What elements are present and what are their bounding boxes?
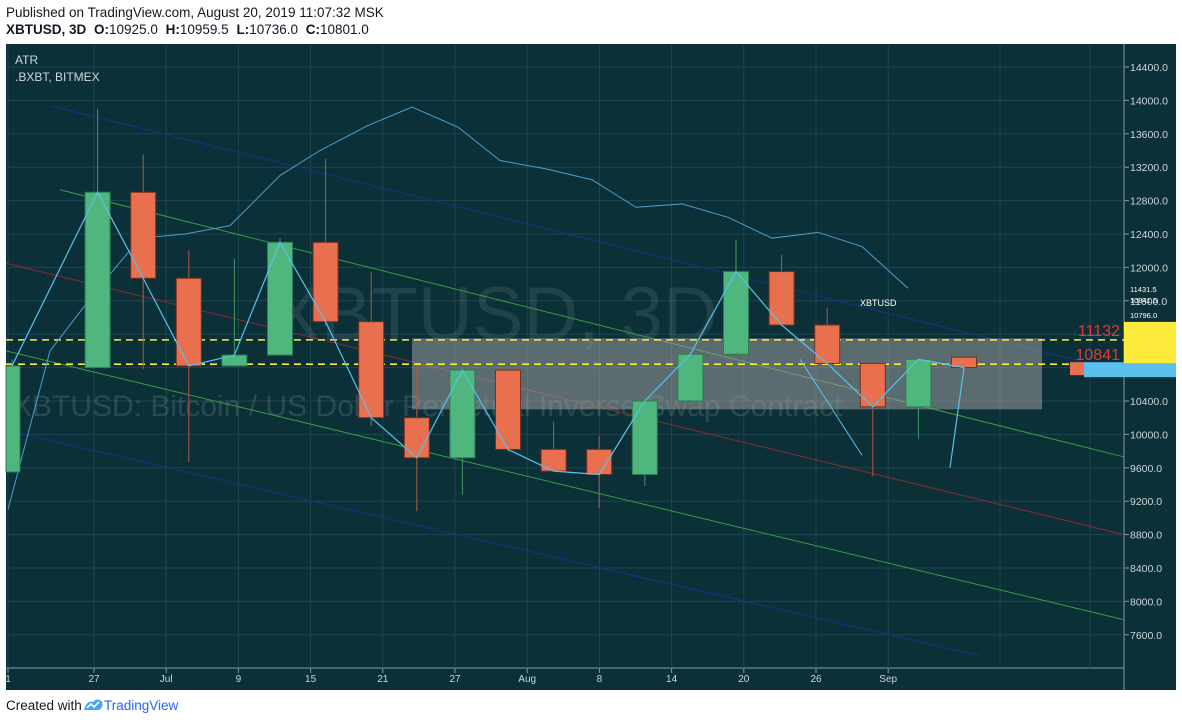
- open-value: 10925.0: [109, 22, 158, 37]
- price-axis-label: 10000.0: [1130, 429, 1168, 441]
- candle[interactable]: [267, 238, 293, 356]
- compare-line: [11, 190, 965, 476]
- time-axis-label: 27: [449, 674, 461, 685]
- candle-body[interactable]: [814, 324, 841, 364]
- price-axis-label: 11600.0: [1130, 296, 1167, 308]
- price-axis-label: 9200.0: [1130, 496, 1162, 508]
- price-axis-label: 12800.0: [1130, 196, 1168, 208]
- price-tag-label: 11132: [1078, 323, 1120, 340]
- price-tag-fill: [1124, 350, 1176, 364]
- price-axis-label: 12000.0: [1130, 262, 1168, 274]
- created-with-label: Created with: [6, 698, 82, 713]
- price-tag: 10841: [1070, 347, 1176, 378]
- price-tag-marker: [1070, 362, 1084, 376]
- published-info: Published on TradingView.com, August 20,…: [6, 5, 384, 20]
- candle-body[interactable]: [312, 241, 339, 323]
- chart-footer: Created with TradingView: [0, 690, 1182, 723]
- time-axis-label: 26: [810, 674, 822, 685]
- indicator-name: ATR: [15, 53, 38, 67]
- low-value: 10736.0: [249, 22, 298, 37]
- close-polyline-branch: [799, 358, 863, 456]
- compare-symbol-label: XBTUSD: [860, 298, 897, 308]
- price-tags: 11132 10841: [1070, 321, 1176, 378]
- time-axis[interactable]: 1 27 Jul 9 15 21 27 Aug 8 14 20 26 Sep: [5, 668, 898, 685]
- price-axis-label: 7600.0: [1130, 630, 1162, 642]
- candle-body[interactable]: [723, 271, 749, 355]
- time-axis-label: 21: [377, 674, 389, 685]
- time-axis-label: 20: [738, 674, 750, 685]
- price-axis-label: 8000.0: [1130, 596, 1162, 608]
- candle-body[interactable]: [449, 369, 476, 459]
- price-chart[interactable]: XBTUSD, 3D XBTUSD: Bitcoin / US Dollar P…: [0, 44, 1182, 690]
- time-axis-label: 14: [666, 674, 678, 685]
- tradingview-logo-icon[interactable]: [82, 696, 104, 719]
- time-axis-background: [6, 668, 1124, 690]
- symbol-title[interactable]: XBTUSD, 3D: [6, 22, 87, 37]
- candle[interactable]: [312, 158, 339, 326]
- price-axis-label: 13600.0: [1130, 129, 1168, 141]
- close-value: 10801.0: [320, 22, 369, 37]
- channel-green-upper-line[interactable]: [59, 189, 1125, 458]
- candle-body[interactable]: [905, 358, 932, 408]
- candle-body[interactable]: [358, 321, 385, 419]
- candle-body[interactable]: [495, 369, 521, 450]
- candle-body[interactable]: [631, 400, 658, 475]
- candle-body[interactable]: [586, 448, 613, 475]
- candle-body[interactable]: [130, 191, 157, 279]
- candle-body[interactable]: [768, 271, 795, 326]
- price-axis-label: 12400.0: [1130, 229, 1168, 241]
- candle[interactable]: [84, 108, 111, 369]
- price-axis-readout: 10841.5: [1130, 296, 1157, 305]
- channel-upper-line[interactable]: [51, 105, 1125, 373]
- price-axis-label: 8800.0: [1130, 530, 1162, 542]
- candle[interactable]: [358, 271, 385, 427]
- candle-body[interactable]: [859, 362, 886, 408]
- time-axis-label: 15: [305, 674, 317, 685]
- price-tag-label: 10841: [1076, 347, 1121, 364]
- time-axis-label: Jul: [160, 674, 173, 685]
- candle-body[interactable]: [5, 365, 21, 473]
- price-tag-fill: [1084, 362, 1176, 378]
- candle[interactable]: [495, 367, 521, 452]
- high-label: H:: [165, 22, 180, 37]
- close-label: C:: [305, 22, 321, 37]
- price-axis-label: 14400.0: [1130, 62, 1168, 74]
- time-axis-label: 27: [88, 674, 100, 685]
- candle[interactable]: [723, 239, 749, 355]
- candle-body[interactable]: [540, 448, 567, 472]
- candle-body[interactable]: [84, 191, 111, 369]
- tradingview-brand[interactable]: TradingView: [104, 698, 179, 713]
- open-label: O:: [94, 22, 110, 37]
- high-value: 10959.5: [179, 22, 229, 37]
- close-polyline: [11, 190, 965, 476]
- price-axis-label: 9600.0: [1130, 463, 1162, 475]
- candle[interactable]: [175, 250, 202, 462]
- channel-lower-line[interactable]: [5, 429, 981, 657]
- time-axis-label: 1: [5, 674, 11, 685]
- candle-body[interactable]: [403, 417, 430, 459]
- candle-body[interactable]: [677, 353, 704, 402]
- candle[interactable]: [677, 353, 704, 402]
- candle[interactable]: [5, 359, 21, 473]
- price-axis-readout: 11431.5: [1130, 285, 1157, 294]
- candle[interactable]: [130, 154, 157, 370]
- price-axis-readout: 10796.0: [1130, 311, 1157, 320]
- candle[interactable]: [631, 400, 658, 487]
- price-axis-label: 8400.0: [1130, 563, 1162, 575]
- ohlc-legend: XBTUSD, 3D O:10925.0 H:10959.5 L:10736.0…: [6, 22, 369, 37]
- price-axis-label: 13200.0: [1130, 162, 1168, 174]
- chart-header: Published on TradingView.com, August 20,…: [0, 0, 1182, 44]
- channel-green-lower-line[interactable]: [5, 350, 1125, 621]
- time-axis-label: Sep: [879, 674, 897, 685]
- indicator-source: .BXBT, BITMEX: [15, 70, 100, 84]
- low-label: L:: [236, 22, 250, 37]
- candle-body[interactable]: [175, 277, 202, 367]
- time-axis-label: 8: [597, 674, 603, 685]
- time-axis-label: Aug: [518, 674, 536, 685]
- time-axis-label: 9: [236, 674, 242, 685]
- candle-body[interactable]: [267, 241, 293, 356]
- price-axis-label: 14000.0: [1130, 95, 1168, 107]
- price-axis-label: 10400.0: [1130, 396, 1168, 408]
